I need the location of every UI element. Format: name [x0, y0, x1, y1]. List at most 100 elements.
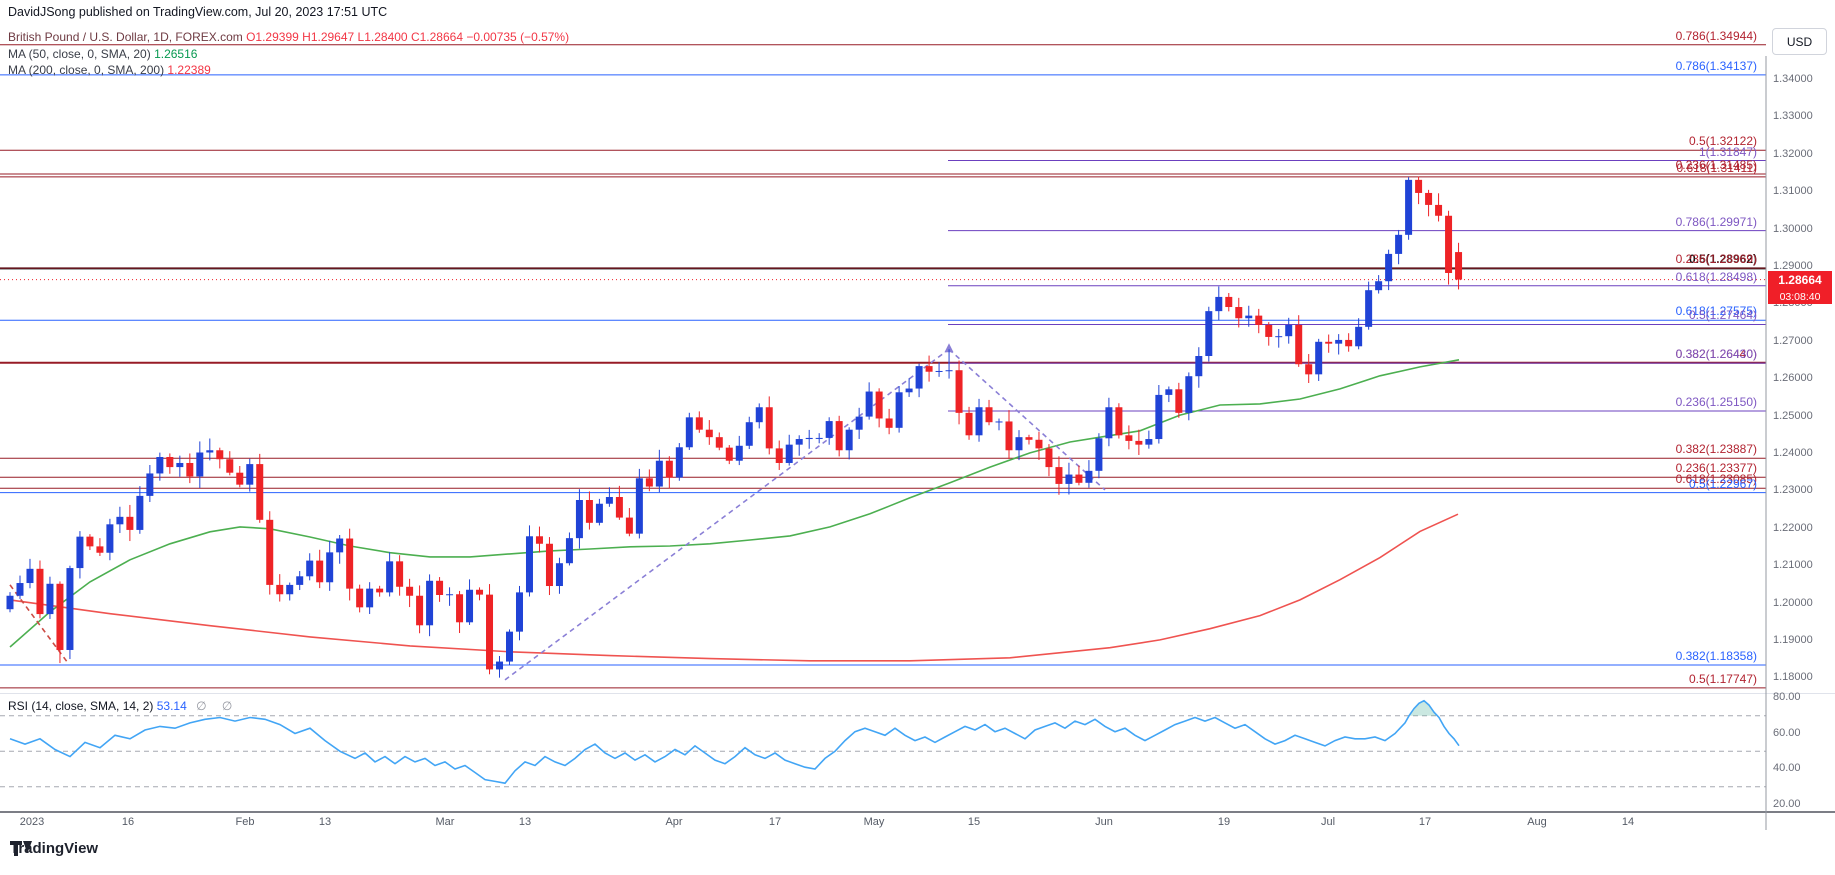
price-tick-label[interactable]: 1.19000 [1773, 634, 1813, 646]
candle-body [1115, 407, 1123, 436]
candle-body [1015, 437, 1023, 451]
ma200-value: 1.22389 [167, 63, 211, 77]
price-tick-label[interactable]: 1.22000 [1773, 521, 1813, 534]
candle-body [595, 503, 603, 523]
candle-body [1005, 421, 1013, 451]
candle-body [555, 563, 563, 587]
time-tick-label[interactable]: 16 [121, 816, 135, 828]
price-tick-label[interactable]: 1.31000 [1773, 185, 1813, 198]
candle-body [585, 500, 593, 523]
ma200-legend-row[interactable]: MA (200, close, 0, SMA, 200) 1.22389 [8, 63, 211, 77]
candle-body [226, 459, 234, 473]
candle-body [1135, 440, 1143, 445]
time-tick-label[interactable]: 13 [518, 816, 532, 828]
rsi-tick-label[interactable]: 40.00 [1773, 762, 1801, 774]
price-tick-label[interactable]: 1.18000 [1773, 671, 1813, 684]
candle-body [1435, 204, 1443, 216]
time-tick-label[interactable]: 19 [1217, 816, 1231, 828]
rsi-legend-row[interactable]: RSI (14, close, SMA, 14, 2) 53.14 ∅ ∅ [8, 699, 238, 713]
price-tick-label[interactable]: 1.33000 [1773, 110, 1813, 123]
currency-toggle-button[interactable]: USD [1772, 28, 1827, 55]
candle-body [645, 478, 653, 487]
rsi-line [9, 699, 1460, 785]
candle-body [476, 589, 484, 595]
price-tick-label[interactable]: 1.20000 [1773, 596, 1813, 609]
price-tick-label[interactable]: 1.29000 [1773, 260, 1813, 272]
price-tick-label[interactable]: 1.26000 [1773, 372, 1813, 385]
candle-body [146, 473, 154, 496]
trendline-dashed[interactable] [9, 584, 69, 664]
candle-body [795, 439, 803, 445]
candle-body [126, 516, 134, 530]
time-tick-label[interactable]: Mar [435, 816, 455, 828]
tradingview-watermark[interactable]: TradingView [10, 840, 98, 857]
price-tick-label[interactable]: 1.27000 [1773, 334, 1813, 347]
candle-body [1025, 437, 1033, 440]
candle-body [625, 517, 633, 534]
price-tick-label[interactable]: 1.34000 [1773, 73, 1813, 85]
price-tick-label[interactable]: 1.32000 [1773, 147, 1813, 160]
candle-body [635, 478, 643, 534]
candle-body [406, 586, 414, 596]
last-price-badge[interactable]: 1.28664 [1768, 270, 1832, 290]
candle-body [76, 536, 84, 569]
candle-body [835, 421, 843, 451]
candle-body [545, 543, 553, 587]
rsi-tick-label[interactable]: 80.00 [1773, 691, 1801, 703]
time-tick-label[interactable]: 13 [318, 816, 332, 828]
ohlc-change: −0.00735 (−0.57%) [466, 30, 570, 44]
candle-body [316, 560, 324, 583]
price-tick-label[interactable]: 1.21000 [1773, 559, 1813, 572]
candle-body [1125, 435, 1133, 441]
tradingview-logo-icon [10, 841, 32, 856]
candle-body [1335, 339, 1343, 344]
time-tick-label[interactable]: Aug [1527, 816, 1547, 828]
time-tick-label[interactable]: Feb [235, 816, 255, 828]
trendline-dashed[interactable] [504, 348, 950, 681]
candle-body [136, 495, 144, 530]
candle-body [336, 538, 344, 553]
candle-body [525, 536, 533, 593]
candle-body [396, 561, 404, 587]
candle-body [1095, 438, 1103, 471]
time-tick-label[interactable]: 17 [768, 816, 782, 828]
candle-body [1345, 339, 1353, 347]
candle-body [705, 429, 713, 438]
time-tick-label[interactable]: Jun [1095, 816, 1113, 828]
ma50-legend-row[interactable]: MA (50, close, 0, SMA, 20) 1.26516 [8, 47, 197, 61]
symbol-legend-row[interactable]: British Pound / U.S. Dollar, 1D, FOREX.c… [8, 30, 569, 44]
trendline-arrowhead [944, 343, 954, 353]
candle-body [875, 391, 883, 419]
candle-body [1355, 326, 1363, 347]
candle-body [1175, 389, 1183, 413]
price-tick-label[interactable]: 1.23000 [1773, 484, 1813, 497]
price-tick-label[interactable]: 1.25000 [1773, 409, 1813, 422]
candle-body [825, 421, 833, 438]
candle-body [885, 418, 893, 428]
candle-body [1165, 389, 1173, 395]
time-tick-label[interactable]: 2023 [19, 816, 45, 828]
candle-body [376, 588, 384, 593]
time-tick-label[interactable]: 15 [967, 816, 981, 828]
time-tick-label[interactable]: 17 [1418, 816, 1432, 828]
price-tick-label[interactable]: 1.30000 [1773, 222, 1813, 235]
candle-body [955, 370, 963, 413]
rsi-tick-label[interactable]: 20.00 [1773, 797, 1801, 810]
candle-body [1255, 315, 1263, 325]
candle-body [535, 536, 543, 544]
ma200-line [9, 513, 1459, 662]
time-tick-label[interactable]: 14 [1621, 816, 1635, 828]
candle-body [1445, 215, 1453, 273]
time-tick-label[interactable]: Jul [1320, 816, 1336, 828]
price-tick-label[interactable]: 1.24000 [1773, 447, 1813, 459]
candle-body [905, 388, 913, 393]
candle-body [286, 584, 294, 595]
candle-body [925, 366, 933, 372]
candle-body [1425, 192, 1433, 205]
rsi-ghost-values: ∅ ∅ [196, 699, 239, 713]
time-tick-label[interactable]: Apr [665, 816, 683, 828]
time-tick-label[interactable]: May [863, 816, 885, 828]
ohlc-close: C1.28664 [410, 30, 463, 44]
rsi-tick-label[interactable]: 60.00 [1773, 726, 1801, 739]
